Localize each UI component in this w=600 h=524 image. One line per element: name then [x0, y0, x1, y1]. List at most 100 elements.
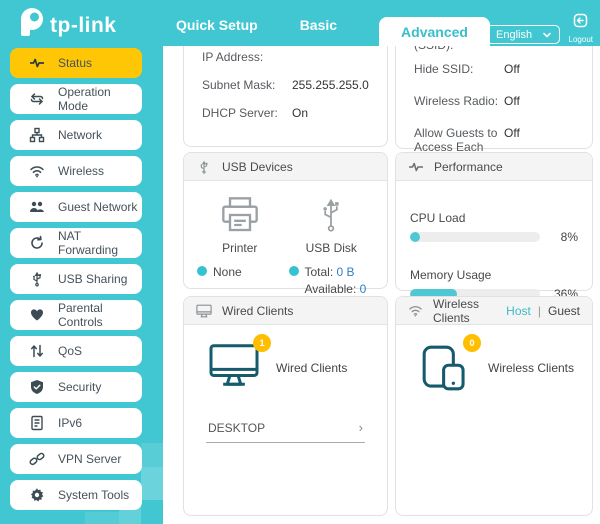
wireless-count-badge: 0 — [463, 334, 481, 352]
cpu-load-percent: 8% — [560, 230, 578, 244]
sidebar-item-label: Security — [58, 380, 102, 394]
memory-usage-label: Memory Usage — [410, 268, 492, 282]
cpu-load-label: CPU Load — [410, 211, 466, 225]
printer-label: Printer — [222, 241, 258, 255]
wired-clients-body: 1 Wired Clients DESKTOP › — [184, 325, 387, 443]
cpu-load-group: CPU Load 8% — [410, 211, 578, 244]
sidebar-item-vpn-server[interactable]: VPN Server — [10, 444, 142, 474]
wifi-icon — [408, 303, 423, 319]
memory-usage-bar — [410, 289, 540, 299]
wifi-row-radio: Wireless Radio: Off — [414, 94, 574, 108]
performance-header: Performance — [396, 153, 592, 181]
performance-panel: Performance CPU Load 8% Memory Usage — [395, 152, 593, 301]
network-nodes-icon — [29, 127, 45, 143]
sidebar-item-label: Network — [58, 128, 103, 142]
people-icon — [29, 199, 45, 215]
sidebar-item-guest-network[interactable]: Guest Network — [10, 192, 142, 222]
logout-button[interactable]: Logout — [569, 12, 593, 44]
loop-arrows-icon — [29, 91, 45, 107]
sidebar-item-status[interactable]: Status — [10, 48, 142, 78]
sidebar-item-wireless[interactable]: Wireless — [10, 156, 142, 186]
sidebar-item-label: USB Sharing — [58, 272, 128, 286]
printer-status: None — [194, 265, 242, 279]
sidebar-item-security[interactable]: Security — [10, 372, 142, 402]
decorative-square — [85, 512, 119, 524]
sidebar-item-system-tools[interactable]: System Tools — [10, 480, 142, 510]
wireless-clients-panel: Wireless Clients Host | Guest 0 Wireless… — [395, 296, 593, 516]
usb-devices-panel: USB Devices Printer None USB Disk — [183, 152, 388, 310]
wireless-clients-label: Wireless Clients — [488, 361, 575, 375]
hide-ssid-value: Off — [504, 62, 520, 76]
sidebar-item-parental-controls[interactable]: Parental Controls — [10, 300, 142, 330]
pulse-icon — [408, 159, 424, 175]
guest-tab[interactable]: Guest — [547, 303, 580, 318]
wifi-row-hide-ssid: Hide SSID: Off — [414, 62, 574, 76]
usb-devices-header: USB Devices — [184, 153, 387, 181]
sidebar-item-label: QoS — [58, 344, 83, 358]
wired-client-row[interactable]: DESKTOP › — [206, 420, 365, 443]
sidebar-item-label: IPv6 — [58, 416, 83, 430]
chain-link-icon — [29, 451, 45, 467]
wifi-icon — [29, 163, 45, 179]
ssid-clipped-label: (SSID): — [414, 46, 574, 52]
host-tab[interactable]: Host — [506, 303, 531, 318]
host-guest-separator: | — [537, 303, 541, 318]
decorative-square — [141, 443, 163, 467]
wired-clients-title: Wired Clients — [222, 303, 294, 318]
wireless-clients-title: Wireless Clients — [433, 296, 480, 325]
wireless-radio-value: Off — [504, 94, 520, 108]
language-value: English — [496, 28, 533, 41]
heart-icon — [29, 307, 45, 323]
total-value: 0 B — [336, 265, 355, 279]
lan-status-panel: IP Address: Subnet Mask: 255.255.255.0 D… — [183, 46, 388, 147]
available-label: Available: — [304, 282, 357, 296]
cpu-load-bar-fill — [410, 232, 421, 242]
wireless-radio-label: Wireless Radio: — [414, 94, 499, 108]
main-tabs: Quick Setup Basic Advanced — [176, 0, 490, 46]
subnet-mask-label: Subnet Mask: — [202, 78, 276, 92]
sidebar-item-label: Wireless — [58, 164, 105, 178]
monitor-icon — [208, 344, 260, 393]
sidebar-item-qos[interactable]: QoS — [10, 336, 142, 366]
sidebar-item-label: Operation Mode — [58, 85, 111, 113]
cpu-load-bar — [410, 232, 540, 242]
pulse-icon — [29, 55, 45, 71]
logout-icon — [572, 13, 589, 33]
tab-advanced[interactable]: Advanced — [379, 17, 490, 46]
chevron-right-icon: › — [358, 420, 363, 435]
sidebar-item-operation-mode[interactable]: Operation Mode — [10, 84, 142, 114]
lan-row-subnet: Subnet Mask: 255.255.255.0 — [202, 78, 369, 92]
subnet-mask-value: 255.255.255.0 — [292, 78, 369, 92]
wired-clients-panel: Wired Clients 1 Wired Clients DESKTOP › — [183, 296, 388, 516]
usb-devices-body: Printer None USB Disk Total: 0 B — [184, 181, 387, 310]
hide-ssid-label: Hide SSID: — [414, 62, 474, 76]
document-icon — [29, 415, 45, 431]
sidebar-item-ipv6[interactable]: IPv6 — [10, 408, 142, 438]
usb-disk-column: USB Disk Total: 0 B Available: 0 B — [286, 193, 378, 310]
language-dropdown[interactable]: English — [486, 25, 560, 44]
decorative-square — [119, 500, 141, 524]
performance-title: Performance — [434, 159, 503, 174]
usb-devices-title: USB Devices — [222, 159, 293, 174]
up-down-arrows-icon — [29, 343, 45, 359]
sidebar-item-network[interactable]: Network — [10, 120, 142, 150]
sidebar-item-usb-sharing[interactable]: USB Sharing — [10, 264, 142, 294]
decorative-square — [141, 467, 163, 500]
wireless-status-panel: (SSID): Hide SSID: Off Wireless Radio: O… — [395, 46, 593, 168]
sidebar-item-nat-forwarding[interactable]: NAT Forwarding — [10, 228, 142, 258]
sidebar-item-label: Status — [58, 56, 93, 70]
tp-link-logo: tp-link — [16, 7, 117, 44]
wired-clients-label: Wired Clients — [276, 361, 348, 375]
lan-row-dhcp: DHCP Server: On — [202, 106, 369, 120]
tab-quick-setup[interactable]: Quick Setup — [176, 17, 258, 33]
circular-arrows-icon — [29, 235, 45, 251]
sidebar-item-label: System Tools — [58, 488, 130, 502]
wired-clients-header: Wired Clients — [184, 297, 387, 325]
wireless-clients-body: 0 Wireless Clients — [396, 325, 592, 398]
dhcp-server-label: DHCP Server: — [202, 106, 278, 120]
chevron-down-icon — [542, 30, 552, 43]
top-header: tp-link Quick Setup Basic Advanced Engli… — [0, 0, 600, 46]
tab-basic[interactable]: Basic — [299, 17, 338, 33]
status-dot-icon — [197, 266, 207, 276]
usb-disk-label: USB Disk — [305, 241, 357, 255]
